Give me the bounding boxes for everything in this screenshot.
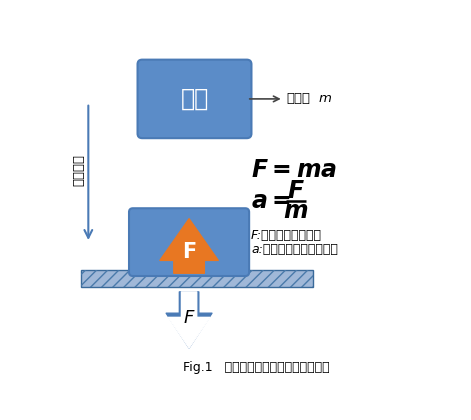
Text: F: F — [184, 309, 194, 327]
Text: F: F — [182, 242, 196, 262]
Text: a:物体に発生する加速度: a:物体に発生する加速度 — [251, 243, 338, 255]
Text: 自由落下: 自由落下 — [72, 154, 85, 186]
Text: $\boldsymbol{F}$: $\boldsymbol{F}$ — [287, 179, 305, 203]
FancyArrowPatch shape — [168, 292, 210, 348]
Text: m: m — [318, 92, 332, 105]
FancyBboxPatch shape — [129, 208, 249, 276]
FancyArrowPatch shape — [160, 219, 218, 273]
Text: 物体: 物体 — [180, 87, 209, 111]
Text: 質量：: 質量： — [286, 92, 310, 105]
Text: $\boldsymbol{F = ma}$: $\boldsymbol{F = ma}$ — [251, 158, 337, 182]
Bar — [81, 270, 313, 287]
Text: Fig.1   落下による加速度発生イメージ: Fig.1 落下による加速度発生イメージ — [183, 361, 330, 374]
Text: F:物体に作用する力: F:物体に作用する力 — [251, 229, 322, 241]
Text: $\boldsymbol{a}$$\boldsymbol{ =}$: $\boldsymbol{a}$$\boldsymbol{ =}$ — [251, 189, 291, 213]
FancyBboxPatch shape — [138, 60, 252, 138]
Bar — [81, 270, 313, 287]
FancyArrowPatch shape — [166, 292, 212, 348]
Text: $\boldsymbol{m}$: $\boldsymbol{m}$ — [284, 200, 309, 223]
